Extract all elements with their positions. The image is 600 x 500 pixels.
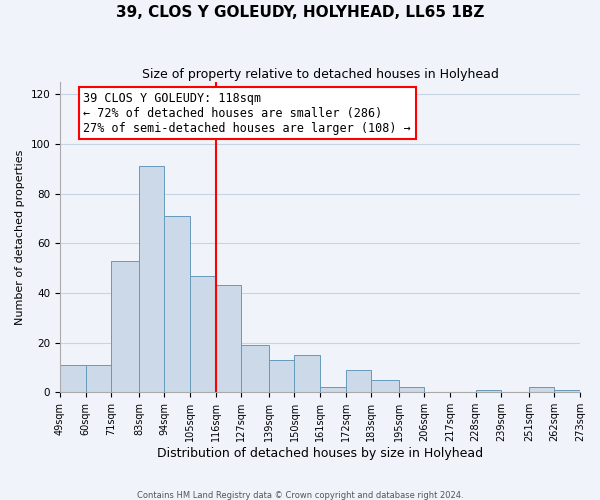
Y-axis label: Number of detached properties: Number of detached properties xyxy=(15,150,25,324)
Text: Contains HM Land Registry data © Crown copyright and database right 2024.: Contains HM Land Registry data © Crown c… xyxy=(137,490,463,500)
Text: 39 CLOS Y GOLEUDY: 118sqm
← 72% of detached houses are smaller (286)
27% of semi: 39 CLOS Y GOLEUDY: 118sqm ← 72% of detac… xyxy=(83,92,411,134)
Bar xyxy=(371,380,399,392)
Bar xyxy=(215,286,241,393)
Bar xyxy=(269,360,295,392)
Bar xyxy=(111,260,139,392)
Bar xyxy=(529,388,554,392)
Bar xyxy=(346,370,371,392)
Bar xyxy=(60,365,86,392)
Bar xyxy=(190,276,215,392)
Bar xyxy=(295,355,320,393)
Title: Size of property relative to detached houses in Holyhead: Size of property relative to detached ho… xyxy=(142,68,499,80)
Bar xyxy=(476,390,501,392)
X-axis label: Distribution of detached houses by size in Holyhead: Distribution of detached houses by size … xyxy=(157,447,483,460)
Bar xyxy=(139,166,164,392)
Bar xyxy=(554,390,580,392)
Bar xyxy=(320,388,346,392)
Bar xyxy=(241,345,269,393)
Bar xyxy=(164,216,190,392)
Bar xyxy=(86,365,111,392)
Text: 39, CLOS Y GOLEUDY, HOLYHEAD, LL65 1BZ: 39, CLOS Y GOLEUDY, HOLYHEAD, LL65 1BZ xyxy=(116,5,484,20)
Bar xyxy=(399,388,424,392)
